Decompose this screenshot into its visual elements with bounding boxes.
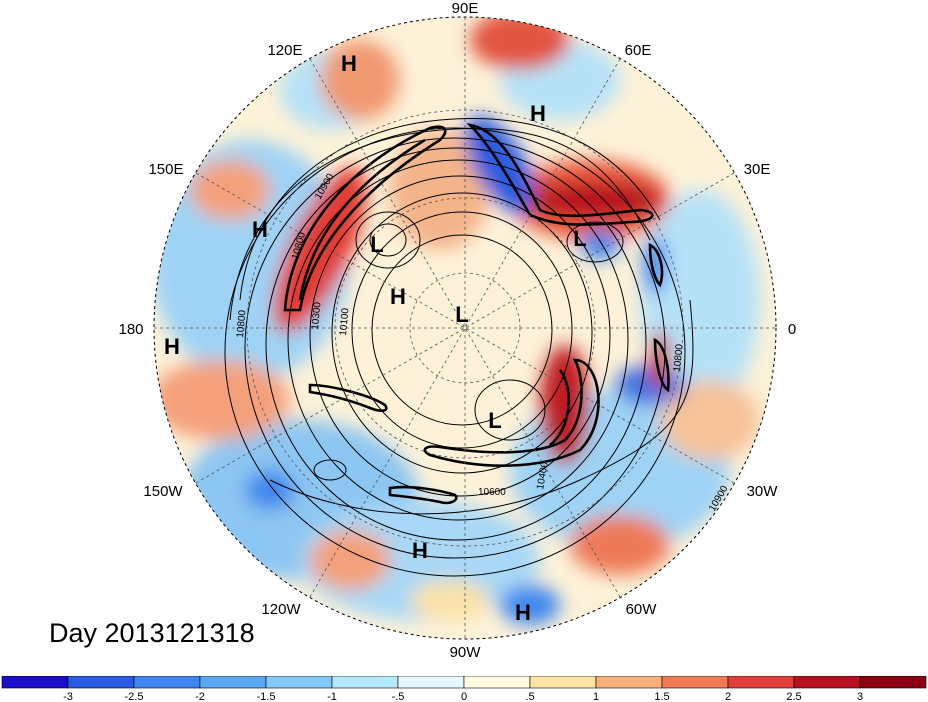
colorbar-tick-label: 0 (461, 691, 467, 702)
date-label: Day 2013121318 (49, 618, 255, 648)
colorbar-box (529, 676, 597, 689)
colorbar-box (859, 676, 927, 689)
colorbar-box (595, 676, 663, 689)
low-pressure-label: L (573, 226, 586, 251)
contour-label: 10600 (478, 487, 506, 498)
high-pressure-label: H (515, 600, 531, 625)
high-pressure-label: H (530, 101, 546, 126)
colorbar-tick-label: 1 (593, 691, 599, 702)
pressure-systems: H H H L L H L H L H H (164, 51, 587, 625)
low-pressure-label: L (370, 232, 383, 257)
colorbar-tick-label: -.5 (392, 691, 405, 702)
high-pressure-label: H (390, 284, 406, 309)
colorbar-tick-label: -3 (63, 691, 73, 702)
height-contours (224, 118, 694, 577)
lon-label-90e: 90E (452, 0, 479, 17)
lon-label-60w: 60W (626, 601, 658, 618)
colorbar-tick-label: .5 (525, 691, 534, 702)
lon-label-90w: 90W (450, 644, 482, 661)
lon-label-120e: 120E (267, 42, 302, 59)
longitude-labels: 90E 60E 30E 0 30W 60W 90W 120W 150W 180 … (118, 0, 796, 661)
colorbar-box (793, 676, 861, 689)
contour-label: 10400 (535, 461, 551, 491)
lon-label-150e: 150E (148, 161, 183, 178)
low-pressure-label: L (488, 408, 501, 433)
colorbar-box (661, 676, 729, 689)
low-pressure-label: L (455, 302, 468, 327)
lon-label-150w: 150W (143, 483, 183, 500)
polar-stereographic-map: 90E 60E 30E 0 30W 60W 90W 120W 150W 180 … (118, 0, 796, 661)
colorbar-box (199, 676, 267, 689)
colorbar-box (1, 676, 69, 689)
contour-label: 10100 (338, 307, 351, 336)
colorbar-box (67, 676, 135, 689)
lon-label-30e: 30E (744, 161, 771, 178)
colorbar: -3 -2.5 -2 -1.5 -1 -.5 0 .5 1 1.5 2 2.5 3 (1, 676, 927, 702)
lon-label-60e: 60E (625, 42, 652, 59)
colorbar-tick-label: 2 (725, 691, 731, 702)
colorbar-ticks: -3 -2.5 -2 -1.5 -1 -.5 0 .5 1 1.5 2 2.5 3 (63, 691, 863, 702)
colorbar-box (133, 676, 201, 689)
high-pressure-label: H (164, 334, 180, 359)
colorbar-box (331, 676, 399, 689)
lon-label-0: 0 (788, 321, 796, 338)
colorbar-tick-label: -1 (327, 691, 337, 702)
colorbar-tick-label: -2.5 (125, 691, 144, 702)
colorbar-tick-label: -2 (195, 691, 205, 702)
colorbar-box (727, 676, 795, 689)
lon-label-30w: 30W (747, 483, 779, 500)
colorbar-box (265, 676, 333, 689)
colorbar-tick-label: 1.5 (654, 691, 669, 702)
high-pressure-label: H (252, 217, 268, 242)
contour-label: 10800 (235, 309, 248, 338)
graticule (154, 17, 776, 639)
high-pressure-label: H (412, 538, 428, 563)
contour-label: 10800 (672, 343, 685, 372)
lon-label-120w: 120W (261, 601, 301, 618)
high-pressure-label: H (341, 51, 357, 76)
colorbar-box (397, 676, 465, 689)
contour-label: 10300 (310, 301, 323, 330)
colorbar-box (463, 676, 531, 689)
lon-label-180: 180 (118, 321, 143, 338)
colorbar-tick-label: -1.5 (257, 691, 276, 702)
colorbar-tick-label: 2.5 (786, 691, 801, 702)
colorbar-tick-label: 3 (857, 691, 863, 702)
colorbar-boxes (1, 676, 927, 689)
